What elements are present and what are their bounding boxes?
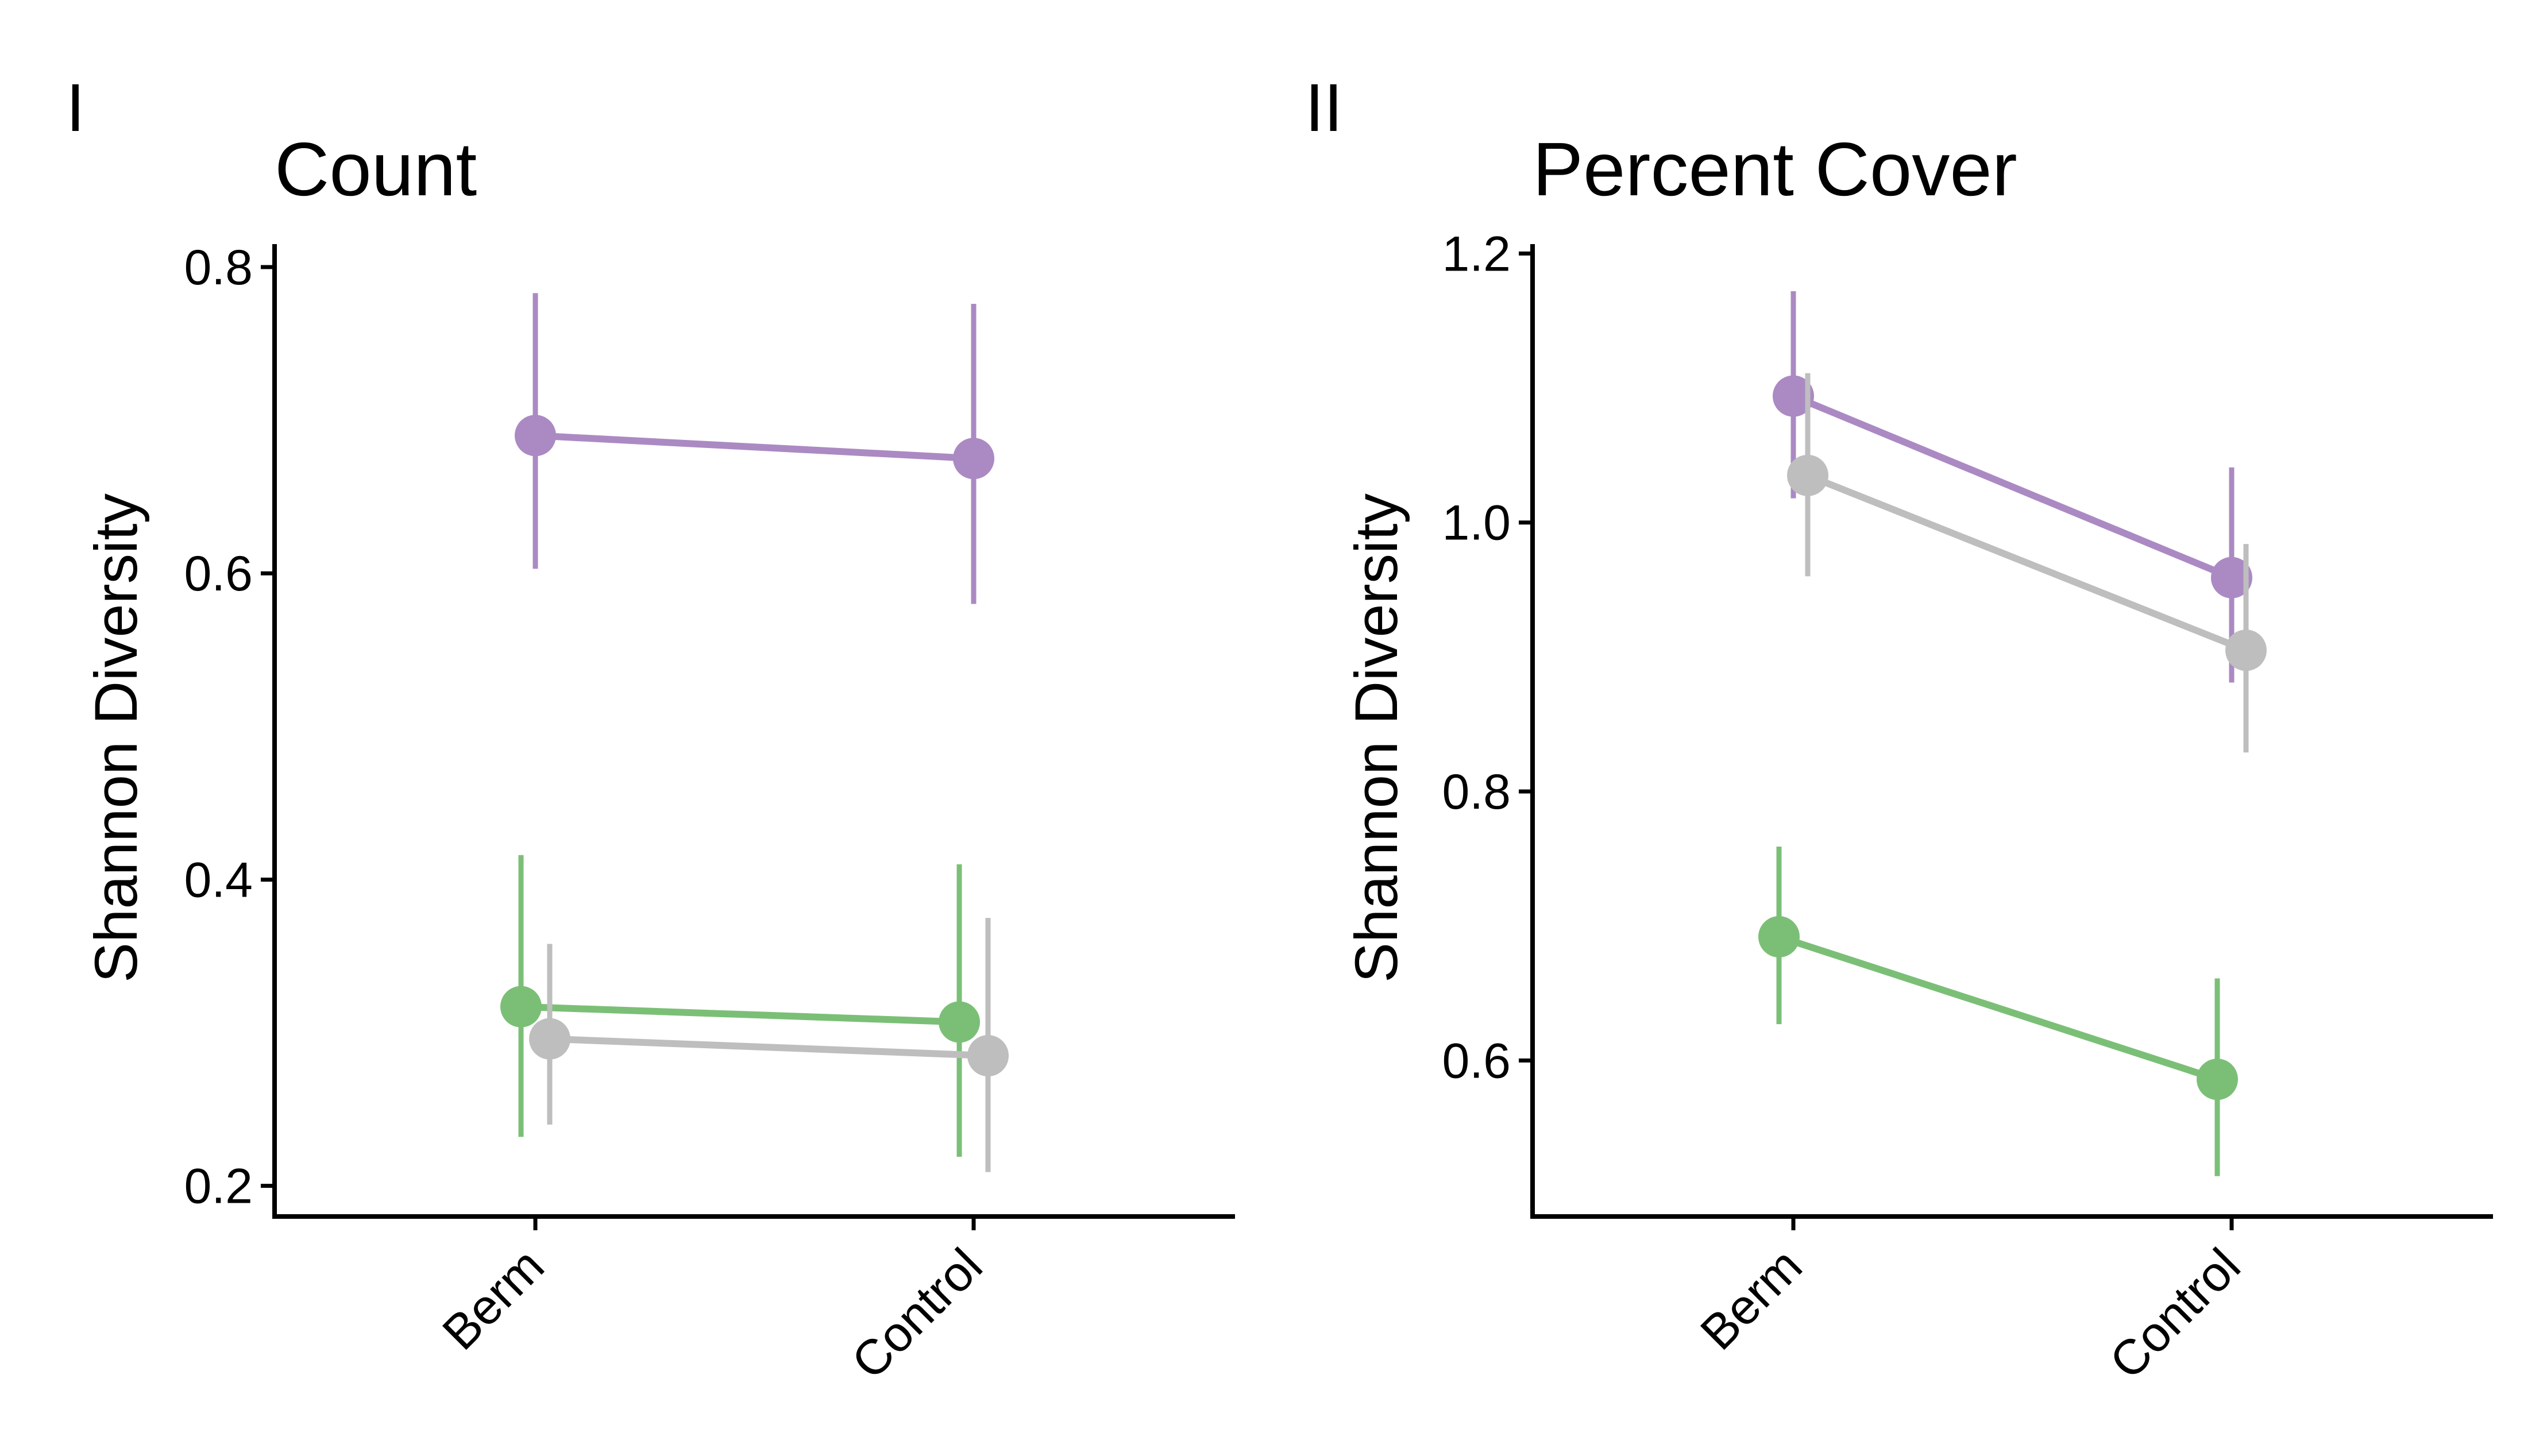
- plot-area: 0.6 0.8 1.0 1.2 Berm Control: [1442, 226, 2493, 1389]
- y-tick-label: 0.8: [184, 240, 253, 295]
- x-tick-label: Control: [2100, 1238, 2251, 1390]
- panel-title: Percent Cover: [1533, 127, 2017, 211]
- y-tick-label: 0.4: [184, 852, 253, 907]
- plot-area: 0.2 0.4 0.6 0.8 Berm Control: [184, 240, 1235, 1389]
- data-point: [500, 986, 542, 1028]
- y-tick-label: 0.2: [184, 1159, 253, 1214]
- series-line: [1778, 933, 2218, 1083]
- panel-count: I Count Shannon Diversity 0.2 0.4 0.6 0.8 Be…: [66, 70, 1235, 1389]
- axis-lines: [272, 244, 1235, 1219]
- y-tick-label: 1.0: [1442, 496, 1511, 551]
- data-point: [2211, 557, 2252, 598]
- series-1: [500, 855, 980, 1157]
- data-point: [2225, 629, 2267, 671]
- y-tick-label: 1.2: [1442, 226, 1511, 281]
- data-point: [529, 1018, 570, 1060]
- series-line: [549, 1035, 989, 1060]
- x-tick-label: Control: [842, 1238, 993, 1390]
- y-tick-label: 0.6: [1442, 1033, 1511, 1088]
- series-2: [529, 918, 1009, 1172]
- data-point: [939, 1001, 980, 1043]
- y-tick-label: 0.6: [184, 546, 253, 601]
- data-point: [515, 415, 556, 457]
- panel-label: I: [66, 70, 85, 146]
- panel-percent-cover: II Percent Cover Shannon Diversity 0.60.…: [1305, 70, 2493, 1389]
- data-point: [1758, 916, 1800, 957]
- data-point: [1787, 454, 1828, 496]
- x-tick-label: Berm: [1690, 1238, 1812, 1361]
- series-line: [520, 1003, 960, 1026]
- x-tick-label: Berm: [432, 1238, 554, 1361]
- data-point: [953, 438, 994, 480]
- data-point: [967, 1035, 1009, 1077]
- axis-lines: [1530, 244, 2493, 1219]
- y-axis-label: Shannon Diversity: [1343, 493, 1410, 983]
- series-line: [535, 432, 974, 462]
- series-line: [1806, 472, 2248, 654]
- panel-label: II: [1305, 70, 1343, 146]
- panel-title: Count: [275, 127, 477, 211]
- series-line: [1792, 393, 2233, 581]
- data-point: [1773, 375, 1814, 417]
- series-1: [1787, 373, 2267, 753]
- series-2: [1758, 847, 2238, 1176]
- y-tick-label: 0.8: [1442, 764, 1511, 820]
- y-axis-label: Shannon Diversity: [83, 493, 150, 983]
- data-point: [2197, 1059, 2238, 1100]
- series-0: [515, 293, 994, 604]
